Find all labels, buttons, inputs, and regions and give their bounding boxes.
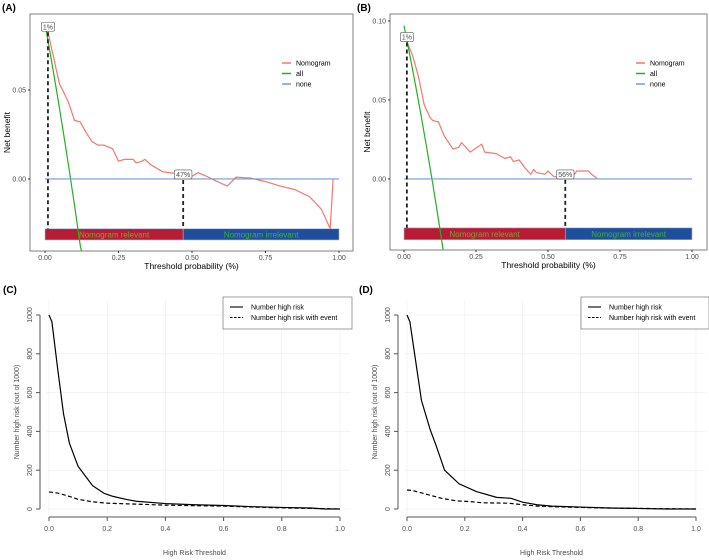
y-tick-label: 0.05	[372, 97, 386, 104]
panel-label: (D)	[359, 285, 373, 296]
legend-box	[580, 296, 709, 330]
panel-d: (D) 0.0 0.2 0.4 0.6 0.8 1.0 0 200 400 600 800 1000 Hi…	[359, 285, 709, 557]
panel-b: (B) Nomogram relevant Nomogram irrelevant 1…	[357, 3, 708, 270]
band-label: Nomogram relevant	[450, 230, 521, 239]
x-tick-label: 1.00	[685, 254, 699, 261]
legend-label: Number high risk with event	[251, 315, 337, 322]
y-tick-label: 1000	[385, 307, 392, 323]
x-tick-label: 1.00	[332, 255, 346, 262]
band-label: Nomogram relevant	[79, 230, 150, 239]
cutoff-label: 1%	[43, 24, 53, 31]
cutoff-label-box	[556, 169, 575, 180]
y-tick-label: 600	[385, 387, 392, 399]
cutoff-label: 56%	[558, 172, 572, 179]
legend-label: all	[296, 71, 303, 78]
y-tick-label: 0.00	[372, 176, 386, 183]
panel-c: (C) 0.0 0.2 0.4 0.6 0.8 1.0 0 200 400 600 800 1000 Hi…	[3, 285, 353, 557]
plot-frame	[29, 13, 354, 252]
x-tick-label: 0.8	[633, 526, 643, 533]
x-tick-label: 0.4	[518, 526, 528, 533]
y-tick-label: 800	[385, 348, 392, 360]
legend-label: none	[650, 82, 666, 89]
x-tick-label: 0.25	[469, 254, 483, 261]
x-axis-label: High Risk Threshold	[163, 550, 226, 557]
y-tick-label: 0.10	[372, 18, 386, 25]
y-tick-label: 0	[385, 507, 392, 511]
x-tick-label: 1.0	[335, 526, 345, 533]
cutoff-label: 47%	[176, 172, 190, 179]
panel-label: (C)	[3, 285, 17, 296]
y-tick-label: 800	[27, 348, 34, 360]
y-tick-label: 600	[27, 387, 34, 399]
y-tick-label: 0.05	[12, 87, 26, 94]
y-axis-label: Number high risk (out of 1000)	[14, 365, 21, 460]
cutoff-label-box	[400, 32, 414, 42]
x-tick-label: 0.2	[460, 526, 470, 533]
x-tick-label: 0.00	[38, 255, 52, 262]
x-axis-label: Threshold probability (%)	[144, 261, 239, 271]
legend-label: all	[650, 71, 657, 78]
legend-label: none	[296, 82, 312, 89]
series-nomogram	[406, 41, 598, 180]
y-tick-label: 400	[27, 425, 34, 437]
y-axis-label: Number high risk (out of 1000)	[372, 365, 379, 460]
band-label: Nomogram irrelevant	[591, 230, 666, 239]
band-1	[182, 228, 340, 241]
legend-label: Number high risk with event	[609, 315, 695, 322]
x-tick-label: 0.0	[44, 526, 54, 533]
cutoff-label: 1%	[402, 34, 412, 41]
y-axis-label: Net benefit	[2, 111, 12, 153]
legend-label: Nomogram	[296, 61, 331, 68]
x-tick-label: 0.6	[576, 526, 586, 533]
x-axis-label: High Risk Threshold	[520, 550, 583, 557]
x-tick-label: 0.50	[541, 254, 555, 261]
x-tick-label: 1.0	[691, 526, 701, 533]
series-nomogram	[47, 31, 334, 230]
legend-label: Number high risk	[609, 305, 662, 312]
panel-a: (A) Nomogram relevant Nomogram irrelevant 1…	[2, 3, 354, 271]
series-all	[403, 25, 444, 251]
x-tick-label: 0.75	[259, 255, 273, 262]
x-tick-label: 0.2	[102, 526, 112, 533]
x-tick-label: 0.6	[219, 526, 229, 533]
series-all	[44, 24, 83, 252]
x-axis-label: Threshold probability (%)	[501, 260, 596, 270]
x-tick-label: 0.8	[277, 526, 287, 533]
y-tick-label: 400	[385, 425, 392, 437]
y-tick-label: 1000	[27, 307, 34, 323]
x-tick-label: 0.50	[185, 255, 199, 262]
x-tick-label: 0.00	[397, 254, 411, 261]
legend-label: Number high risk	[251, 305, 304, 312]
y-tick-label: 0.00	[12, 176, 26, 183]
legend-box	[222, 296, 353, 330]
x-tick-label: 0.25	[112, 255, 126, 262]
y-tick-label: 200	[27, 464, 34, 476]
y-tick-label: 200	[385, 464, 392, 476]
x-tick-label: 0.4	[161, 526, 171, 533]
panel-label: (A)	[2, 3, 16, 14]
y-axis-label: Net benefit	[362, 111, 372, 153]
cutoff-label-box	[174, 169, 193, 180]
cutoff-label-box	[41, 21, 55, 32]
y-tick-label: 0	[27, 507, 34, 511]
series-number-high-risk	[406, 314, 696, 510]
band-label: Nomogram irrelevant	[224, 230, 299, 239]
panel-label: (B)	[357, 3, 371, 14]
legend-label: Nomogram	[650, 61, 685, 68]
band-1	[564, 227, 693, 241]
series-number-high-risk	[48, 314, 340, 510]
x-tick-label: 0.75	[613, 254, 627, 261]
series-number-high-risk-with-event	[48, 491, 341, 510]
x-tick-label: 0.0	[402, 526, 412, 533]
series-number-high-risk-with-event	[406, 489, 697, 510]
